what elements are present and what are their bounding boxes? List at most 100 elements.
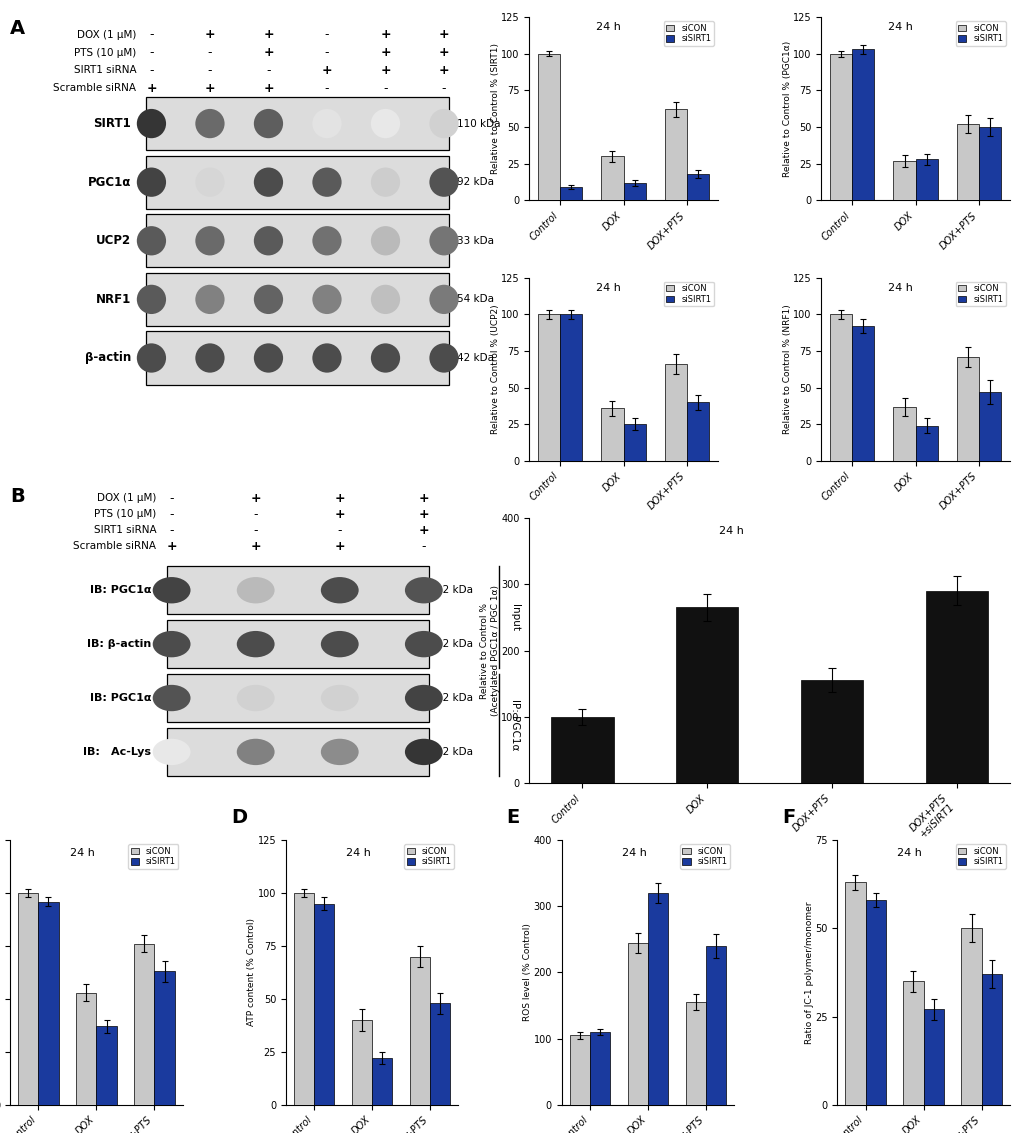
- Ellipse shape: [153, 631, 191, 657]
- Text: +: +: [263, 82, 273, 94]
- Text: -: -: [324, 46, 329, 59]
- Text: 24 h: 24 h: [70, 849, 95, 858]
- Text: -: -: [149, 46, 154, 59]
- Ellipse shape: [312, 109, 341, 138]
- Text: Scramble siRNA: Scramble siRNA: [73, 542, 156, 551]
- Legend: siCON, siSIRT1: siCON, siSIRT1: [955, 844, 1005, 869]
- Text: +: +: [438, 63, 449, 77]
- Text: 54 kDa: 54 kDa: [457, 295, 493, 305]
- Ellipse shape: [236, 631, 274, 657]
- Bar: [647, 893, 667, 1105]
- Y-axis label: Ratio of JC-1 polymer/monomer: Ratio of JC-1 polymer/monomer: [804, 901, 813, 1043]
- Bar: [166, 566, 428, 614]
- Text: +: +: [418, 523, 429, 537]
- Text: D: D: [230, 809, 247, 827]
- Text: +: +: [438, 46, 449, 59]
- Text: PGC1α: PGC1α: [88, 176, 131, 189]
- Ellipse shape: [195, 168, 224, 197]
- Text: -: -: [383, 82, 387, 94]
- Ellipse shape: [236, 577, 274, 604]
- Bar: [147, 331, 448, 384]
- Text: +: +: [250, 492, 261, 505]
- Bar: [685, 1003, 705, 1105]
- Ellipse shape: [254, 109, 283, 138]
- Text: +: +: [418, 492, 429, 505]
- Ellipse shape: [429, 227, 459, 255]
- Text: -: -: [169, 508, 173, 521]
- Ellipse shape: [195, 109, 224, 138]
- Text: 24 h: 24 h: [595, 283, 621, 293]
- Text: 92 kDa: 92 kDa: [436, 693, 473, 704]
- Text: SIRT1: SIRT1: [94, 117, 131, 130]
- Text: Scramble siRNA: Scramble siRNA: [53, 83, 137, 93]
- Text: 42 kDa: 42 kDa: [457, 353, 493, 363]
- Text: 92 kDa: 92 kDa: [436, 586, 473, 595]
- Text: IB: PGC1α: IB: PGC1α: [90, 586, 151, 595]
- Bar: [430, 1003, 450, 1105]
- Ellipse shape: [137, 284, 166, 314]
- Bar: [601, 156, 623, 201]
- Bar: [851, 50, 873, 201]
- Bar: [915, 160, 936, 201]
- Bar: [569, 1036, 589, 1105]
- Text: 42 kDa: 42 kDa: [436, 639, 473, 649]
- Bar: [559, 187, 582, 201]
- Ellipse shape: [429, 109, 459, 138]
- Bar: [601, 408, 623, 461]
- Text: +: +: [334, 539, 344, 553]
- Text: +: +: [418, 508, 429, 521]
- Text: +: +: [334, 508, 344, 521]
- Bar: [166, 729, 428, 776]
- Ellipse shape: [405, 739, 442, 765]
- Ellipse shape: [429, 284, 459, 314]
- Bar: [924, 591, 987, 783]
- Bar: [314, 904, 334, 1105]
- Text: PTS (10 μM): PTS (10 μM): [74, 48, 137, 58]
- Ellipse shape: [254, 227, 283, 255]
- Bar: [893, 407, 915, 461]
- Text: +: +: [263, 28, 273, 41]
- Ellipse shape: [321, 577, 359, 604]
- Ellipse shape: [236, 739, 274, 765]
- Text: -: -: [421, 539, 426, 553]
- Text: +: +: [334, 492, 344, 505]
- Text: -: -: [253, 523, 258, 537]
- Legend: siCON, siSIRT1: siCON, siSIRT1: [663, 22, 713, 45]
- Text: +: +: [263, 46, 273, 59]
- Bar: [18, 893, 39, 1105]
- Ellipse shape: [312, 284, 341, 314]
- Bar: [865, 900, 886, 1105]
- Y-axis label: ATP content (% Control): ATP content (% Control): [247, 919, 256, 1026]
- Bar: [687, 174, 708, 201]
- Text: SIRT1 siRNA: SIRT1 siRNA: [94, 526, 156, 535]
- Ellipse shape: [321, 739, 359, 765]
- Ellipse shape: [195, 343, 224, 373]
- Text: A: A: [10, 19, 25, 39]
- Text: SIRT1 siRNA: SIRT1 siRNA: [73, 66, 137, 75]
- Text: 92 kDa: 92 kDa: [457, 177, 493, 187]
- Bar: [893, 161, 915, 201]
- Bar: [851, 326, 873, 461]
- Bar: [410, 956, 430, 1105]
- Text: +: +: [380, 63, 390, 77]
- Text: -: -: [253, 508, 258, 521]
- Ellipse shape: [137, 343, 166, 373]
- Bar: [676, 607, 738, 783]
- Bar: [154, 971, 174, 1105]
- Text: +: +: [205, 28, 215, 41]
- Bar: [664, 364, 687, 461]
- Text: -: -: [169, 523, 173, 537]
- Ellipse shape: [429, 168, 459, 197]
- Ellipse shape: [312, 227, 341, 255]
- Bar: [147, 155, 448, 208]
- Bar: [147, 214, 448, 267]
- Text: +: +: [250, 539, 261, 553]
- Ellipse shape: [405, 684, 442, 712]
- Text: -: -: [266, 63, 270, 77]
- Text: B: B: [10, 487, 24, 506]
- Ellipse shape: [254, 168, 283, 197]
- Ellipse shape: [429, 343, 459, 373]
- Bar: [829, 53, 851, 201]
- Text: -: -: [149, 28, 154, 41]
- Text: DOX (1 μM): DOX (1 μM): [97, 494, 156, 503]
